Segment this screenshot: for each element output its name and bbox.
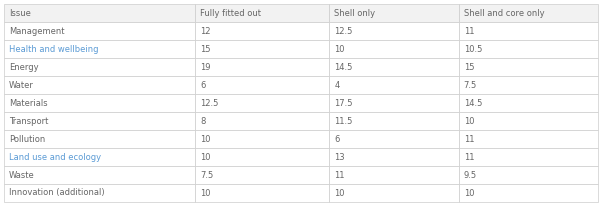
- Text: Shell and core only: Shell and core only: [464, 8, 544, 18]
- Bar: [329, 58, 459, 76]
- Bar: [459, 58, 598, 76]
- Text: 7.5: 7.5: [200, 171, 213, 179]
- Text: 12: 12: [200, 27, 211, 35]
- Bar: [459, 76, 598, 94]
- Bar: [4, 112, 195, 130]
- Text: 8: 8: [200, 117, 205, 125]
- Bar: [195, 58, 329, 76]
- Bar: [459, 166, 598, 184]
- Text: Transport: Transport: [9, 117, 48, 125]
- Bar: [195, 148, 329, 166]
- Text: 14.5: 14.5: [464, 98, 482, 108]
- Bar: [195, 4, 329, 22]
- Bar: [459, 40, 598, 58]
- Text: 10: 10: [334, 188, 345, 198]
- Text: 10: 10: [464, 117, 474, 125]
- Bar: [459, 184, 598, 202]
- Text: 10.5: 10.5: [464, 44, 482, 54]
- Bar: [329, 94, 459, 112]
- Text: Issue: Issue: [9, 8, 31, 18]
- Bar: [195, 112, 329, 130]
- Text: 15: 15: [464, 62, 474, 71]
- Text: 10: 10: [334, 44, 345, 54]
- Text: Innovation (additional): Innovation (additional): [9, 188, 105, 198]
- Text: 10: 10: [200, 188, 211, 198]
- Text: 10: 10: [464, 188, 474, 198]
- Bar: [459, 4, 598, 22]
- Bar: [329, 40, 459, 58]
- Text: Pollution: Pollution: [9, 135, 45, 144]
- Bar: [459, 148, 598, 166]
- Bar: [459, 112, 598, 130]
- Bar: [195, 166, 329, 184]
- Bar: [4, 4, 195, 22]
- Bar: [195, 76, 329, 94]
- Text: Water: Water: [9, 81, 34, 89]
- Bar: [329, 148, 459, 166]
- Bar: [459, 22, 598, 40]
- Text: 11.5: 11.5: [334, 117, 353, 125]
- Text: 12.5: 12.5: [334, 27, 353, 35]
- Bar: [4, 76, 195, 94]
- Bar: [329, 4, 459, 22]
- Text: 19: 19: [200, 62, 211, 71]
- Text: Fully fitted out: Fully fitted out: [200, 8, 261, 18]
- Text: Management: Management: [9, 27, 64, 35]
- Text: Materials: Materials: [9, 98, 48, 108]
- Text: Energy: Energy: [9, 62, 39, 71]
- Text: 12.5: 12.5: [200, 98, 219, 108]
- Bar: [4, 166, 195, 184]
- Bar: [459, 94, 598, 112]
- Bar: [4, 40, 195, 58]
- Bar: [329, 184, 459, 202]
- Text: Land use and ecology: Land use and ecology: [9, 152, 101, 162]
- Text: 14.5: 14.5: [334, 62, 353, 71]
- Bar: [4, 184, 195, 202]
- Text: Waste: Waste: [9, 171, 35, 179]
- Text: Health and wellbeing: Health and wellbeing: [9, 44, 99, 54]
- Text: 11: 11: [464, 135, 474, 144]
- Bar: [195, 184, 329, 202]
- Text: 9.5: 9.5: [464, 171, 477, 179]
- Bar: [4, 148, 195, 166]
- Bar: [4, 130, 195, 148]
- Bar: [4, 22, 195, 40]
- Text: Shell only: Shell only: [334, 8, 376, 18]
- Bar: [195, 22, 329, 40]
- Text: 11: 11: [464, 152, 474, 162]
- Bar: [195, 40, 329, 58]
- Bar: [329, 112, 459, 130]
- Text: 4: 4: [334, 81, 340, 89]
- Text: 17.5: 17.5: [334, 98, 353, 108]
- Text: 13: 13: [334, 152, 345, 162]
- Text: 15: 15: [200, 44, 211, 54]
- Text: 10: 10: [200, 135, 211, 144]
- Text: 6: 6: [334, 135, 340, 144]
- Bar: [329, 130, 459, 148]
- Bar: [195, 94, 329, 112]
- Bar: [4, 58, 195, 76]
- Text: 11: 11: [334, 171, 345, 179]
- Bar: [195, 130, 329, 148]
- Text: 7.5: 7.5: [464, 81, 477, 89]
- Text: 10: 10: [200, 152, 211, 162]
- Bar: [329, 22, 459, 40]
- Text: 11: 11: [464, 27, 474, 35]
- Bar: [329, 76, 459, 94]
- Bar: [329, 166, 459, 184]
- Bar: [4, 94, 195, 112]
- Text: 6: 6: [200, 81, 205, 89]
- Bar: [459, 130, 598, 148]
